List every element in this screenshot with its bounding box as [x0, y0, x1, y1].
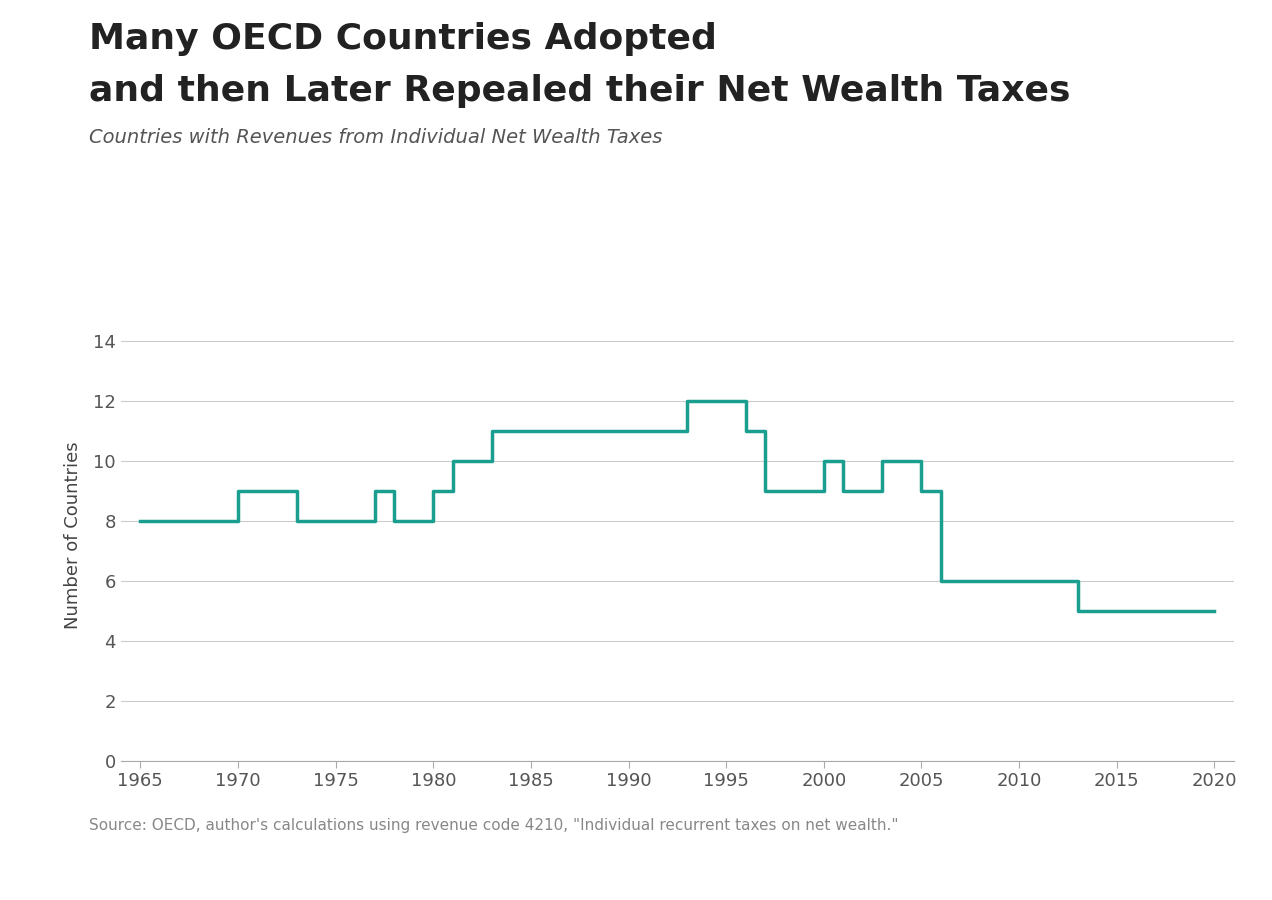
Text: Source: OECD, author's calculations using revenue code 4210, "Individual recurre: Source: OECD, author's calculations usin…	[89, 818, 898, 833]
Text: Many OECD Countries Adopted: Many OECD Countries Adopted	[89, 22, 717, 57]
Text: Countries with Revenues from Individual Net Wealth Taxes: Countries with Revenues from Individual …	[89, 128, 663, 147]
Text: and then Later Repealed their Net Wealth Taxes: and then Later Repealed their Net Wealth…	[89, 74, 1071, 108]
Y-axis label: Number of Countries: Number of Countries	[64, 442, 81, 629]
Text: TAX FOUNDATION: TAX FOUNDATION	[32, 861, 225, 880]
Text: @TaxFoundation: @TaxFoundation	[1060, 861, 1240, 880]
